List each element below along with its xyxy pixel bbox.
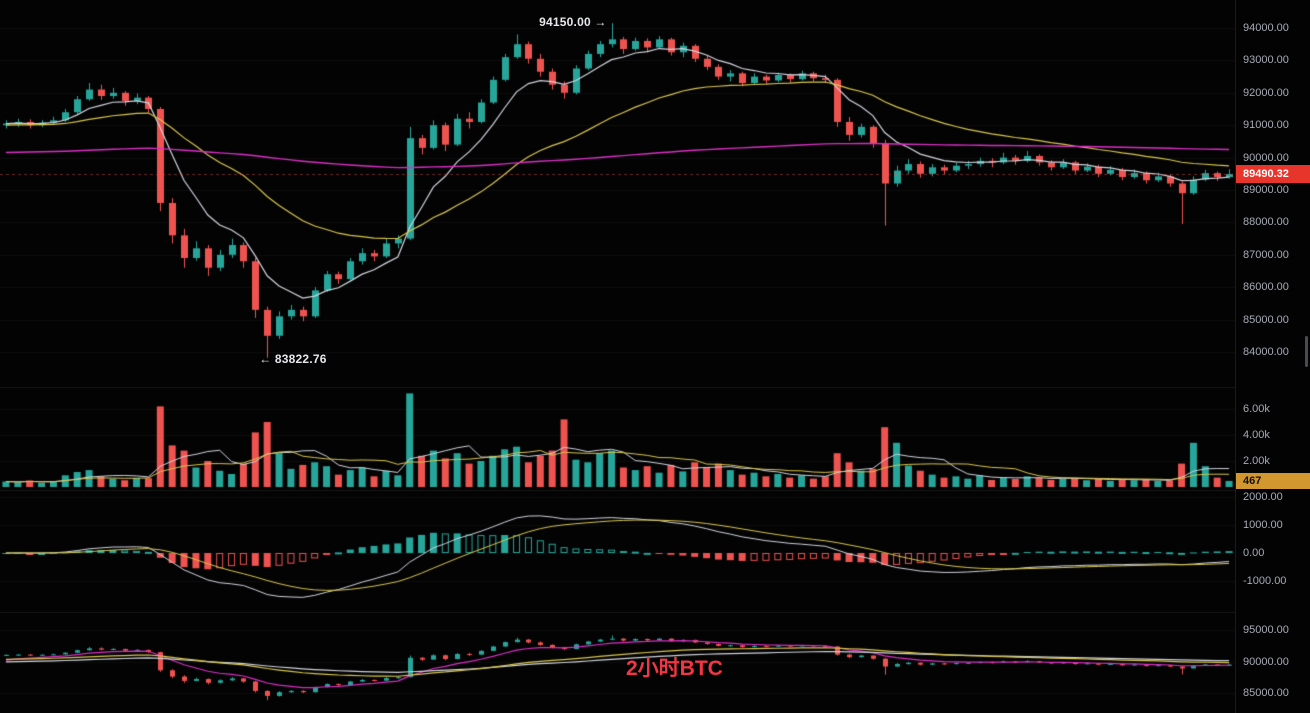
timeframe-symbol-watermark: 2小时BTC xyxy=(626,657,723,680)
axis-label: 88000.00 xyxy=(1243,216,1289,229)
axis-label: 0.00 xyxy=(1243,547,1265,559)
axis-label: 90000.00 xyxy=(1243,655,1289,668)
axis-label: 95000.00 xyxy=(1243,624,1289,637)
axis-scrollbar-thumb[interactable] xyxy=(1305,336,1308,367)
high-price-annotation: 94150.00 → xyxy=(539,15,607,30)
price-axis[interactable]: 89490.32 467 94000.00 93000.00 92000.00 910… xyxy=(1235,0,1310,713)
chart-area: 94150.00 → ← 83822.76 2小时BTC xyxy=(0,0,1235,713)
low-price-annotation: ← 83822.76 xyxy=(259,351,327,366)
axis-label: 2000.00 xyxy=(1243,491,1283,503)
axis-label: -1000.00 xyxy=(1243,575,1287,587)
axis-label: 85000.00 xyxy=(1243,313,1289,326)
axis-label: 86000.00 xyxy=(1243,281,1289,294)
axis-label: 90000.00 xyxy=(1243,151,1289,164)
current-price-badge: 89490.32 xyxy=(1236,165,1310,184)
current-volume-badge: 467 xyxy=(1236,472,1310,489)
axis-label: 2.00k xyxy=(1243,454,1270,467)
axis-label: 1000.00 xyxy=(1243,519,1283,531)
axis-label: 85000.00 xyxy=(1243,686,1289,699)
axis-label: 4.00k xyxy=(1243,428,1270,441)
axis-label: 91000.00 xyxy=(1243,119,1289,132)
axis-label: 93000.00 xyxy=(1243,54,1289,67)
axis-label: 92000.00 xyxy=(1243,86,1289,99)
axis-label: 89000.00 xyxy=(1243,183,1289,196)
chart-canvas[interactable] xyxy=(0,0,1235,713)
axis-label: 6.00k xyxy=(1243,402,1270,415)
axis-label: 94000.00 xyxy=(1243,21,1289,34)
axis-label: 87000.00 xyxy=(1243,248,1289,261)
axis-label: 84000.00 xyxy=(1243,345,1289,358)
